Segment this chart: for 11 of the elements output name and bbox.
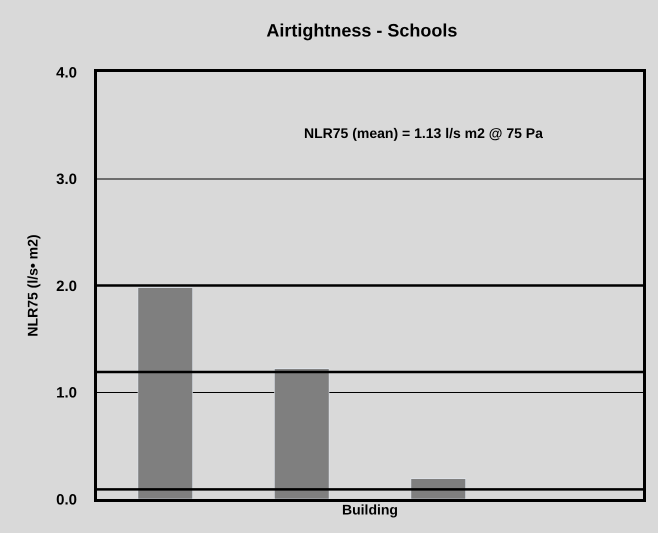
bar	[274, 368, 330, 499]
y-tick-label: 4.0	[56, 64, 77, 82]
x-axis-title: Building	[342, 501, 398, 518]
y-tick-label: 3.0	[56, 171, 77, 188]
annotation: NLR75 (mean) = 1.13 l/s m2 @ 75 Pa	[304, 125, 544, 141]
bar	[138, 287, 193, 499]
y-axis-title: NLR75 (l/s• m2)	[24, 234, 41, 337]
y-tick-label: 0.0	[56, 491, 77, 508]
y-tick-label: 2.0	[56, 278, 77, 295]
chart-title: Airtightness - Schools	[266, 20, 458, 41]
y-tick-label: 1.0	[56, 384, 77, 402]
